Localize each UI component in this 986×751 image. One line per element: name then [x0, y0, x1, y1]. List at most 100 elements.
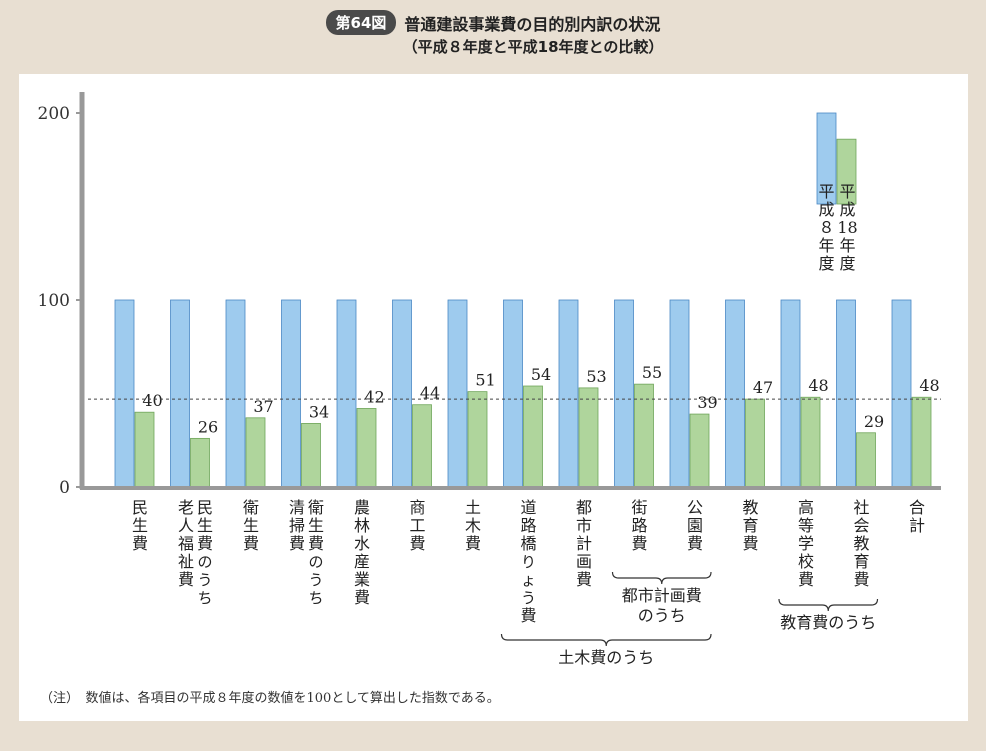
legend-label-char: 度: [839, 254, 855, 273]
x-category-label-char: 費: [197, 534, 213, 553]
legend-swatch-h8: [816, 112, 837, 205]
bar-h18: [578, 387, 599, 488]
x-category-label-char: 費: [576, 570, 592, 589]
x-category-label-char: 衛: [243, 498, 259, 517]
x-category-label-char: 工: [409, 516, 425, 535]
bar-h8: [669, 299, 690, 488]
group-label: 都市計画費: [622, 586, 702, 605]
bar-h8: [614, 299, 634, 488]
bar-h18: [467, 391, 488, 488]
bar-h8: [281, 299, 301, 488]
bar-value-label: 42: [364, 387, 384, 406]
bar-value-label: 37: [253, 397, 273, 416]
group-label: 教育費のうち: [780, 613, 876, 632]
bar-h18: [301, 423, 321, 488]
bar-h8: [725, 299, 745, 488]
x-category-label-char: 費: [354, 588, 370, 607]
x-category-label-char: 費: [178, 570, 194, 589]
bar-h18: [856, 432, 876, 488]
bar-h8: [336, 299, 357, 488]
chart-title-block: 第64図 普通建設事業費の目的別内訳の状況 （平成８年度と平成18年度との比較）: [0, 10, 986, 57]
bar-h8: [503, 299, 523, 488]
x-category-label-char: 都: [576, 498, 592, 517]
bar-value-label: 34: [309, 402, 329, 421]
x-category-label-char: 路: [520, 516, 536, 535]
x-category-label-char: ょ: [521, 571, 536, 589]
x-category-label-char: 計: [909, 516, 925, 535]
bar-h8: [558, 299, 579, 488]
bar-value-label: 51: [475, 371, 495, 390]
bar-h18: [412, 404, 432, 488]
x-category-label-char: 等: [798, 516, 814, 535]
x-category-label-char: 路: [631, 516, 647, 535]
y-tick-label: 0: [59, 478, 70, 498]
legend-label-char: ８: [818, 218, 834, 237]
x-category-label-char: 園: [687, 516, 703, 535]
y-tick-label: 200: [38, 104, 70, 124]
x-category-label-char: ち: [197, 589, 212, 607]
legend-label-char: 成: [818, 200, 834, 219]
group-brace: [500, 633, 712, 647]
x-category-label-char: ち: [308, 589, 323, 607]
x-category-label-char: 費: [409, 534, 425, 553]
chart-subtitle: （平成８年度と平成18年度との比較）: [402, 38, 664, 56]
bar-h8: [170, 299, 190, 488]
bar-value-label: 40: [142, 391, 162, 410]
figure-badge: 第64図: [325, 10, 397, 35]
x-category-label-char: 教: [853, 534, 869, 553]
x-category-label-char: 生: [197, 516, 213, 535]
x-category-label-char: 費: [853, 570, 869, 589]
x-category-label-char: 掃: [289, 516, 305, 535]
bar-h18: [523, 385, 543, 488]
bar-value-label: 26: [198, 417, 218, 436]
bar-value-label: 29: [864, 412, 884, 431]
bar-h18: [190, 437, 210, 488]
bar-h8: [447, 299, 468, 488]
x-category-label-char: 計: [576, 534, 592, 553]
x-category-label-char: 街: [631, 498, 647, 517]
bar-value-label: 48: [808, 376, 828, 395]
legend-label-char: 成: [839, 200, 855, 219]
chart-title: 普通建設事業費の目的別内訳の状況: [404, 14, 661, 34]
x-category-label-char: 校: [798, 552, 814, 571]
x-category-label-char: 林: [354, 516, 370, 535]
x-category-label-char: 老: [178, 498, 194, 517]
x-category-label-char: 費: [631, 534, 647, 553]
group-label: 土木費のうち: [558, 648, 654, 667]
x-category-label-char: 農: [354, 498, 370, 517]
bar-chart: 0 100 200 40 26 37 34 42 44 51 54 53 55 39 47 48 29 48 民生費…: [38, 92, 941, 667]
x-category-label-char: 費: [687, 534, 703, 553]
x-category-label-char: 生: [243, 516, 259, 535]
x-category-label-char: 学: [798, 534, 814, 553]
bar-h8: [836, 299, 856, 488]
x-category-label-char: 民: [132, 498, 148, 517]
x-category-label-char: 人: [178, 516, 194, 535]
x-category-label-char: 商: [409, 498, 425, 517]
x-category-label-char: 業: [354, 570, 370, 589]
group-brace: [611, 571, 712, 585]
x-category-label-char: の: [197, 553, 212, 571]
x-category-label-char: 生: [132, 516, 148, 535]
legend-label-char: 平: [818, 182, 834, 201]
bar-h18: [745, 398, 765, 488]
bar-h18: [245, 417, 266, 488]
bar-h8: [891, 299, 912, 488]
x-category-label-char: 費: [798, 570, 814, 589]
bar-h8: [392, 299, 412, 488]
y-tick-label: 100: [38, 291, 70, 311]
x-category-label-char: 費: [132, 534, 148, 553]
bar-value-label: 54: [531, 365, 551, 384]
x-category-label-char: 民: [197, 498, 213, 517]
x-category-label-char: 育: [853, 552, 869, 571]
x-category-label-char: 会: [853, 516, 869, 535]
bar-value-label: 44: [420, 384, 440, 403]
bar-h18: [911, 396, 932, 488]
x-category-label-char: 費: [289, 534, 305, 553]
x-category-label-char: 教: [742, 498, 758, 517]
x-category-label-char: 育: [742, 516, 758, 535]
x-category-label-char: り: [521, 553, 536, 571]
x-category-label-char: 清: [289, 498, 305, 517]
legend-label-char: 度: [818, 254, 834, 273]
x-category-label-char: 合: [909, 498, 925, 517]
legend-label-char: 年: [818, 236, 834, 255]
